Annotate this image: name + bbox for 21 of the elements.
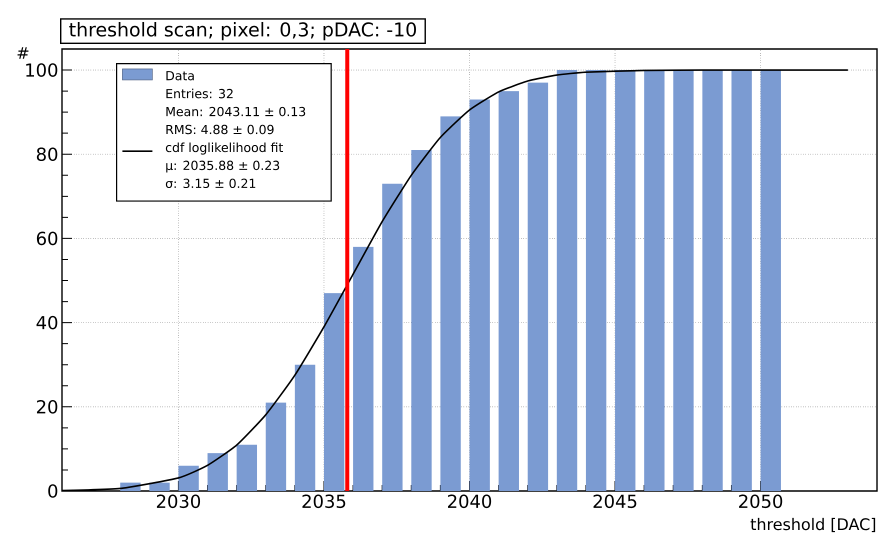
annotation: μ: 2035.88 ± 0.23: [166, 160, 280, 173]
legend-label: Data: [166, 71, 194, 80]
annotation: Entries: 32: [166, 88, 233, 98]
y-tick-label: 80: [36, 147, 58, 162]
x-tick-label: 2050: [739, 494, 782, 508]
chart-title: threshold scan; pixel: 0,3; pDAC: -10: [69, 22, 416, 40]
x-axis-title: threshold [DAC]: [750, 518, 876, 532]
y-tick-label: 20: [36, 400, 58, 414]
y-tick-label: 100: [26, 63, 58, 77]
annotation: RMS: 4.88 ± 0.09: [166, 124, 274, 134]
y-tick-label: 40: [36, 316, 58, 330]
annotation: Mean: 2043.11 ± 0.13: [166, 106, 306, 116]
x-tick-label: 2040: [448, 494, 492, 508]
x-tick-label: 2045: [594, 494, 636, 508]
y-tick-label: 60: [36, 232, 58, 246]
y-axis-title: #: [18, 47, 28, 59]
legend-label: cdf loglikelihood fit: [166, 142, 283, 155]
annotation: σ: 3.15 ± 0.21: [166, 178, 256, 188]
x-tick-label: 2035: [302, 494, 346, 508]
y-tick-label: 0: [48, 484, 58, 498]
x-tick-label: 2030: [156, 494, 200, 508]
